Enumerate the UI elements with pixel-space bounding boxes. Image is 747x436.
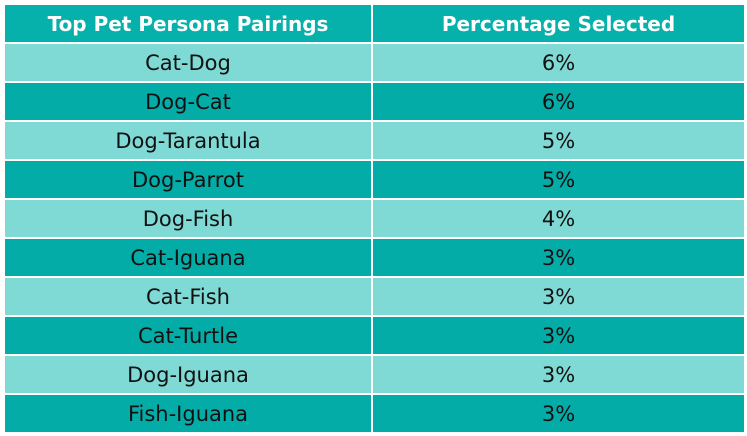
percent-cell: 3% bbox=[371, 276, 746, 317]
pet-pairings-table-container: Top Pet Persona Pairings Percentage Sele… bbox=[3, 3, 746, 434]
pairing-cell: Cat-Fish bbox=[3, 276, 373, 317]
percent-cell: 3% bbox=[371, 354, 746, 395]
table-body: Cat-Dog 6% Dog-Cat 6% Dog-Tarantula 5% D… bbox=[3, 42, 746, 434]
table-row: Fish-Iguana 3% bbox=[3, 393, 746, 434]
percent-cell: 3% bbox=[371, 315, 746, 356]
pairing-cell: Cat-Iguana bbox=[3, 237, 373, 278]
table-row: Dog-Tarantula 5% bbox=[3, 120, 746, 161]
percent-cell: 3% bbox=[371, 393, 746, 434]
pairing-cell: Cat-Dog bbox=[3, 42, 373, 83]
pairing-cell: Cat-Turtle bbox=[3, 315, 373, 356]
table-row: Dog-Iguana 3% bbox=[3, 354, 746, 395]
percent-cell: 3% bbox=[371, 237, 746, 278]
column-header-percentage: Percentage Selected bbox=[371, 3, 746, 44]
header-row: Top Pet Persona Pairings Percentage Sele… bbox=[3, 3, 746, 44]
table-row: Dog-Parrot 5% bbox=[3, 159, 746, 200]
percent-cell: 6% bbox=[371, 42, 746, 83]
pairing-cell: Dog-Cat bbox=[3, 81, 373, 122]
table-row: Cat-Turtle 3% bbox=[3, 315, 746, 356]
pairing-cell: Dog-Parrot bbox=[3, 159, 373, 200]
pairing-cell: Fish-Iguana bbox=[3, 393, 373, 434]
table-row: Cat-Fish 3% bbox=[3, 276, 746, 317]
table-row: Dog-Fish 4% bbox=[3, 198, 746, 239]
table-row: Cat-Iguana 3% bbox=[3, 237, 746, 278]
pet-pairings-table: Top Pet Persona Pairings Percentage Sele… bbox=[3, 3, 746, 434]
pairing-cell: Dog-Fish bbox=[3, 198, 373, 239]
column-header-pairing: Top Pet Persona Pairings bbox=[3, 3, 373, 44]
pairing-cell: Dog-Iguana bbox=[3, 354, 373, 395]
percent-cell: 5% bbox=[371, 120, 746, 161]
table-row: Cat-Dog 6% bbox=[3, 42, 746, 83]
table-row: Dog-Cat 6% bbox=[3, 81, 746, 122]
percent-cell: 5% bbox=[371, 159, 746, 200]
percent-cell: 4% bbox=[371, 198, 746, 239]
pairing-cell: Dog-Tarantula bbox=[3, 120, 373, 161]
percent-cell: 6% bbox=[371, 81, 746, 122]
